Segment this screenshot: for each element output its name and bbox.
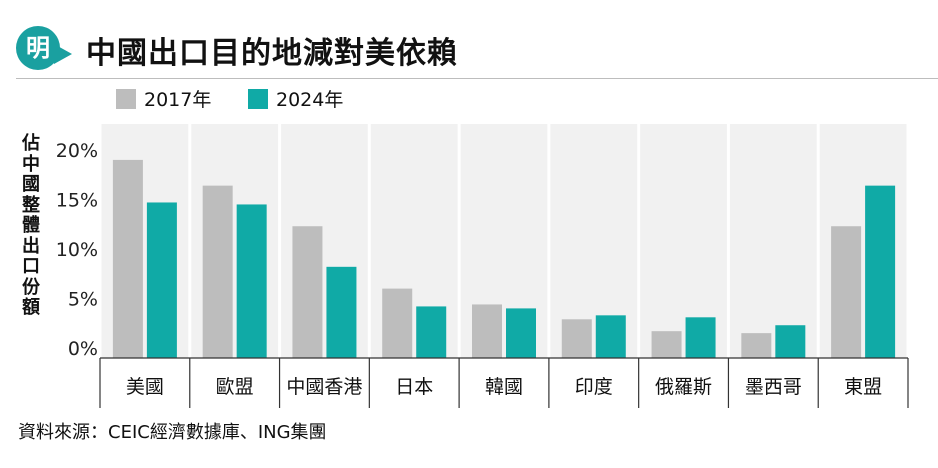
bar-2024 — [865, 185, 896, 358]
chart-title: 中國出口目的地減對美依賴 — [86, 36, 458, 71]
x-tick-label: 韓國 — [485, 376, 523, 398]
y-tick-label: 10% — [56, 239, 98, 261]
y-tick-label: 20% — [56, 140, 98, 162]
bar-2024 — [595, 315, 626, 358]
x-tick-label: 日本 — [395, 376, 433, 398]
x-tick-label: 東盟 — [844, 376, 882, 398]
bar-2024 — [236, 204, 267, 358]
y-tick-label: 15% — [56, 190, 98, 212]
bar-2017 — [561, 319, 592, 358]
legend-swatch-2017 — [116, 89, 136, 109]
bar-2017 — [382, 288, 413, 358]
bar-2017 — [741, 333, 772, 358]
plot-background — [100, 124, 908, 358]
bar-2024 — [146, 202, 177, 358]
bar-2017 — [472, 304, 502, 358]
bar-2024 — [775, 325, 806, 358]
x-tick-label: 印度 — [575, 376, 613, 398]
brand-logo-tail-icon — [54, 44, 72, 64]
bar-2017 — [202, 185, 233, 358]
brand-logo-icon: 明 — [16, 26, 60, 70]
bar-2024 — [416, 306, 447, 358]
y-tick-label: 5% — [68, 289, 98, 311]
bar-2017 — [112, 159, 143, 358]
x-tick-label: 歐盟 — [216, 376, 254, 398]
y-axis-label: 佔中國整體出口份額 — [22, 133, 40, 318]
legend-label-2024: 2024年 — [276, 89, 344, 111]
bar-2024 — [506, 308, 536, 358]
source-note: 資料來源：CEIC經濟數據庫、ING集團 — [18, 422, 327, 443]
legend-item-2017: 2017年 — [116, 88, 211, 112]
x-tick-label: 中國香港 — [286, 376, 362, 398]
chart-header: 明 中國出口目的地減對美依賴 — [0, 0, 938, 80]
bar-2024 — [685, 317, 716, 358]
legend-swatch-2024 — [248, 89, 268, 109]
x-tick-label: 俄羅斯 — [655, 376, 712, 398]
legend-item-2024: 2024年 — [248, 88, 343, 112]
bar-2017 — [651, 331, 682, 358]
legend-label-2017: 2017年 — [144, 89, 212, 111]
bar-2024 — [326, 266, 357, 358]
bar-2017 — [831, 226, 862, 358]
y-tick-label: 0% — [68, 338, 98, 360]
bar-2017 — [292, 226, 323, 358]
x-tick-label: 美國 — [126, 376, 164, 398]
x-tick-label: 墨西哥 — [745, 376, 802, 398]
header-divider — [16, 78, 938, 79]
